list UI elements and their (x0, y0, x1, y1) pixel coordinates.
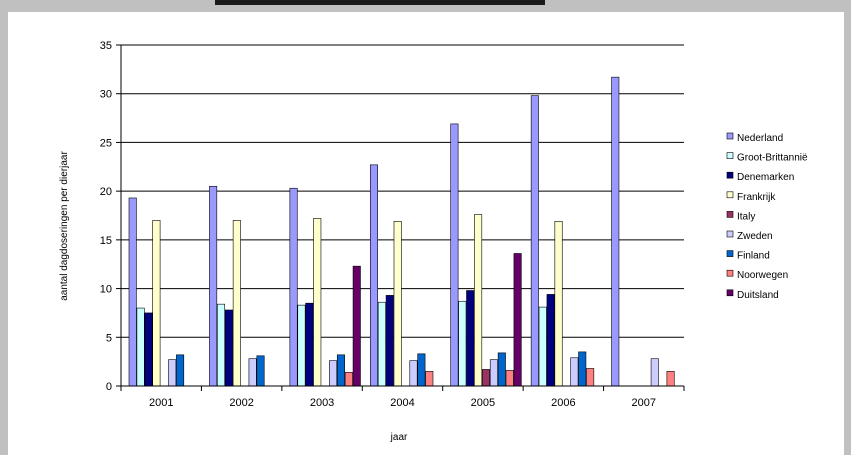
y-axis-label: aantal dagdoseringen per dierjaar (59, 151, 70, 301)
x-tick-label: 2005 (471, 397, 495, 409)
bar (611, 76, 620, 387)
legend-swatch (726, 269, 734, 277)
top-bar (0, 0, 851, 12)
x-tick-label: 2006 (551, 397, 575, 409)
bar (313, 218, 322, 387)
y-tick-label: 15 (100, 235, 112, 247)
bar (586, 368, 595, 387)
bar (425, 371, 434, 387)
bar (554, 221, 563, 387)
y-tick-label: 10 (100, 284, 112, 296)
bar (176, 354, 185, 387)
bar (168, 359, 177, 387)
legend-swatch (726, 132, 734, 140)
bar (466, 290, 475, 387)
legend-label: Finland (737, 251, 770, 262)
axes (116, 44, 685, 391)
bar (297, 304, 306, 387)
chart-frame: 0 5 10 15 20 25 30 35 2001 2002 2003 2004 2005 2006 2… (8, 12, 844, 455)
legend-label: Nederland (737, 133, 783, 144)
x-tick-label: 2001 (149, 397, 173, 409)
bar (417, 353, 426, 387)
bars (128, 76, 675, 387)
bar (409, 360, 418, 387)
title-bar-strip (215, 0, 545, 5)
bar (578, 351, 587, 387)
legend-swatch (726, 230, 734, 238)
legend-label: Duitsland (737, 290, 779, 301)
bar (666, 371, 675, 387)
legend-swatch (726, 211, 734, 218)
bar (497, 352, 506, 387)
bar (289, 187, 298, 387)
legend-swatch (726, 289, 734, 297)
bar (377, 301, 386, 387)
x-tick-label: 2007 (632, 397, 656, 409)
bar (570, 357, 579, 387)
legend-swatch (726, 171, 734, 179)
x-tick-label: 2003 (310, 397, 334, 409)
bar (329, 360, 338, 387)
bar (650, 358, 659, 387)
legend-swatch (726, 250, 734, 257)
bar (217, 303, 226, 387)
bar (305, 302, 314, 387)
y-tick-label: 35 (100, 40, 112, 52)
bar (369, 164, 378, 387)
bar (505, 370, 514, 387)
bar (385, 295, 394, 387)
bar (482, 369, 491, 387)
bar (538, 306, 547, 387)
bar (144, 312, 153, 387)
bar (513, 253, 522, 387)
legend-label: Noorwegen (737, 270, 788, 281)
bar (344, 372, 353, 387)
legend-swatch (726, 191, 734, 199)
bar (232, 220, 241, 387)
legend-label: Frankrijk (737, 192, 776, 203)
legend: Nederland Groot-Brittannië Denemarken Frank… (726, 132, 808, 301)
y-tick-label: 25 (100, 137, 112, 149)
bar (248, 358, 257, 387)
x-tick-label: 2002 (229, 397, 253, 409)
legend-label: Zweden (737, 231, 773, 242)
legend-label: Italy (737, 211, 755, 222)
bar (546, 294, 555, 387)
y-tick-labels: 0 5 10 15 20 25 30 35 (100, 40, 112, 393)
bar (128, 197, 137, 387)
y-tick-label: 0 (106, 381, 112, 393)
x-tick-labels: 2001 2002 2003 2004 2005 2006 2007 (149, 397, 656, 409)
legend-label: Groot-Brittannië (737, 153, 808, 164)
bar (393, 221, 402, 387)
bar (489, 359, 498, 387)
bar (256, 355, 265, 387)
bar (209, 185, 218, 387)
grid-lines (121, 44, 684, 338)
y-tick-label: 20 (100, 186, 112, 198)
bar (152, 220, 161, 387)
bar (474, 214, 483, 387)
bar (450, 123, 459, 387)
bar (136, 307, 145, 387)
y-tick-label: 30 (100, 89, 112, 101)
y-tick-label: 5 (106, 332, 112, 344)
bar (352, 265, 361, 387)
x-tick-label: 2004 (390, 397, 414, 409)
x-axis-label: jaar (390, 432, 408, 443)
legend-label: Denemarken (737, 172, 794, 183)
bar (458, 300, 467, 387)
legend-swatch (726, 152, 734, 159)
bar (224, 309, 233, 387)
bar (530, 95, 539, 387)
bar (336, 354, 345, 387)
